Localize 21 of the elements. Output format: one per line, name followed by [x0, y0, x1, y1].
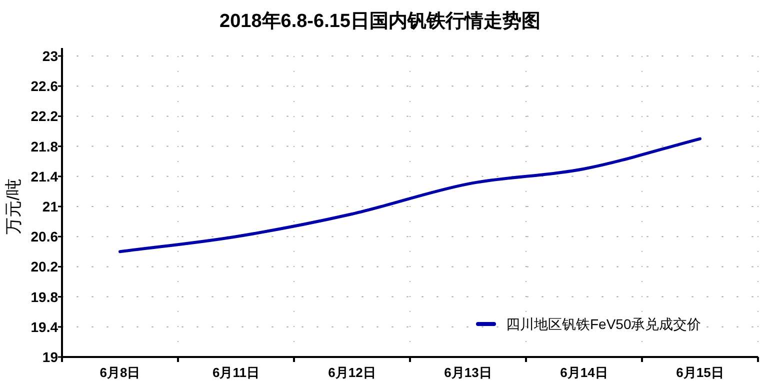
y-tick-label: 23 — [42, 48, 58, 64]
x-tick-label: 6月11日 — [212, 365, 260, 380]
y-axis-title: 万元/吨 — [4, 178, 23, 234]
y-tick-label: 20.2 — [30, 258, 58, 275]
chart-title: 2018年6.8-6.15日国内钒铁行情走势图 — [220, 10, 540, 32]
y-tick-label: 21 — [42, 198, 58, 214]
legend-label: 四川地区钒铁FeV50承兑成交价 — [506, 316, 702, 332]
y-tick-label: 20.6 — [30, 228, 58, 245]
y-tick-label: 22.6 — [30, 78, 58, 94]
x-tick-label: 6月8日 — [100, 365, 140, 380]
y-tick-label: 21.4 — [30, 168, 58, 184]
x-tick-label: 6月12日 — [328, 365, 376, 380]
y-tick-label: 21.8 — [30, 138, 58, 154]
x-tick-label: 6月14日 — [560, 365, 608, 380]
line-series — [118, 137, 702, 254]
x-tick-label: 6月15日 — [676, 365, 724, 380]
y-tick-label: 19.4 — [30, 318, 58, 335]
y-tick-label: 19 — [42, 349, 58, 365]
y-tick-label: 22.2 — [30, 108, 58, 124]
x-tick-label: 6月13日 — [444, 365, 492, 380]
y-tick-label: 19.8 — [30, 288, 58, 305]
